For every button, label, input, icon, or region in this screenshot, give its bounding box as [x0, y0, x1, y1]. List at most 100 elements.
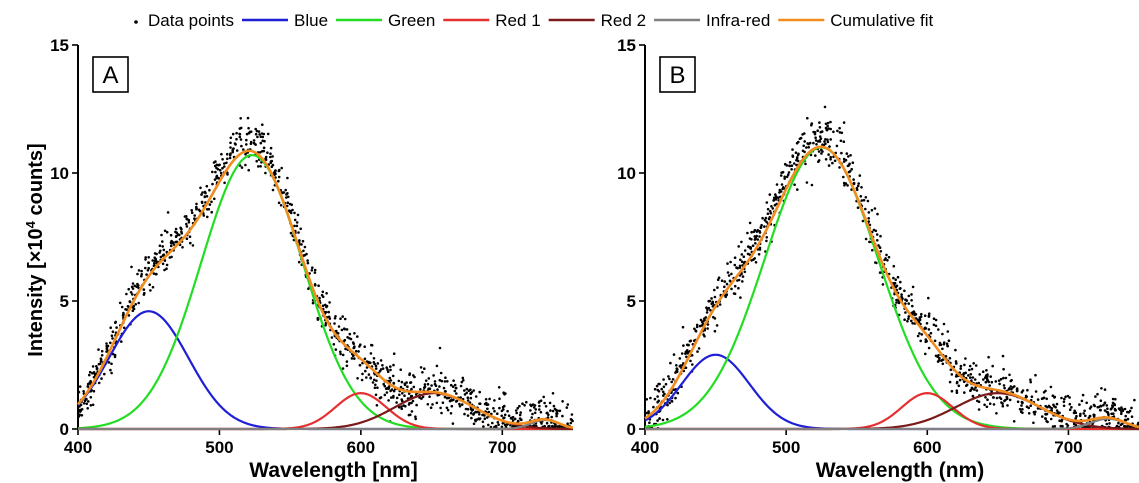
data-point — [785, 175, 789, 179]
data-point — [334, 315, 337, 318]
data-point — [695, 325, 699, 329]
data-point — [990, 390, 993, 394]
data-point — [352, 346, 356, 349]
data-point — [342, 327, 346, 331]
data-point — [1133, 398, 1136, 402]
legend-item-data-points: Data points — [134, 11, 234, 30]
data-point — [918, 316, 922, 319]
data-point — [128, 300, 132, 303]
data-point — [871, 248, 874, 252]
data-point — [775, 183, 779, 186]
data-point — [310, 269, 314, 272]
data-point — [860, 199, 864, 202]
data-point — [904, 298, 907, 302]
data-point — [706, 327, 709, 330]
data-point — [284, 188, 288, 192]
data-point — [957, 384, 961, 388]
data-point — [989, 375, 992, 378]
legend-item-blue: Blue — [242, 11, 328, 30]
data-point — [556, 409, 559, 413]
data-point — [419, 366, 423, 369]
data-point — [129, 291, 133, 294]
data-point — [203, 195, 207, 198]
data-point — [1062, 404, 1066, 408]
data-point — [566, 422, 569, 426]
data-point — [693, 327, 696, 331]
data-point — [163, 229, 167, 233]
data-points-series — [645, 105, 1139, 430]
data-point — [1044, 404, 1047, 408]
data-point — [131, 309, 135, 313]
data-point — [446, 380, 449, 383]
data-point — [672, 388, 676, 392]
y-tick-label: 10 — [617, 164, 636, 183]
data-point — [497, 423, 500, 427]
data-point — [1124, 414, 1127, 418]
data-point — [814, 136, 817, 139]
data-point — [964, 357, 967, 360]
data-point — [286, 201, 290, 204]
data-point — [994, 380, 998, 383]
data-point — [875, 233, 879, 236]
data-point — [1112, 412, 1115, 416]
data-point — [668, 377, 671, 381]
data-point — [132, 304, 135, 308]
data-point — [645, 398, 649, 401]
data-point — [761, 216, 764, 220]
data-point — [941, 332, 944, 336]
data-point — [1111, 404, 1114, 407]
data-point — [823, 105, 827, 109]
data-point — [86, 407, 89, 410]
data-point — [195, 202, 198, 206]
data-point — [1020, 404, 1023, 407]
data-point — [287, 195, 290, 199]
data-point — [1018, 407, 1022, 411]
data-point — [371, 381, 375, 384]
data-point — [805, 146, 808, 149]
data-point — [1021, 411, 1024, 415]
data-point — [466, 399, 470, 402]
data-point — [254, 132, 258, 136]
data-point — [239, 138, 243, 141]
data-point — [313, 271, 317, 274]
data-point — [334, 348, 338, 351]
data-point — [1004, 376, 1008, 380]
data-point — [225, 152, 229, 156]
data-point — [816, 140, 820, 143]
data-point — [111, 337, 114, 340]
data-point — [950, 373, 954, 376]
x-tick-label: 500 — [772, 438, 800, 457]
data-point — [765, 220, 768, 224]
data-point — [566, 403, 570, 406]
data-point — [277, 169, 281, 173]
data-point — [89, 404, 93, 407]
data-point — [763, 225, 766, 228]
data-point — [662, 378, 665, 381]
data-point — [190, 209, 193, 212]
data-point — [899, 280, 902, 284]
data-point — [753, 235, 756, 238]
data-point — [924, 340, 927, 344]
data-point — [842, 160, 846, 163]
y-axis-label-prefix: Intensity [×10 — [25, 228, 47, 356]
data-point — [458, 402, 461, 406]
data-point — [428, 387, 432, 391]
data-point — [381, 364, 384, 367]
data-point — [492, 407, 495, 410]
data-point — [861, 219, 865, 223]
data-point — [977, 400, 981, 404]
data-point — [1066, 394, 1070, 398]
data-point — [137, 301, 140, 305]
data-point — [245, 143, 248, 146]
legend-label: Cumulative fit — [830, 11, 933, 30]
data-point — [503, 423, 507, 427]
panel-label-box — [92, 56, 129, 93]
data-point — [89, 396, 93, 399]
data-point — [565, 406, 569, 409]
data-point — [539, 399, 543, 403]
data-point — [1088, 407, 1092, 410]
data-point — [919, 339, 922, 343]
data-point — [311, 301, 315, 305]
data-point — [211, 182, 214, 186]
data-point — [840, 151, 843, 155]
